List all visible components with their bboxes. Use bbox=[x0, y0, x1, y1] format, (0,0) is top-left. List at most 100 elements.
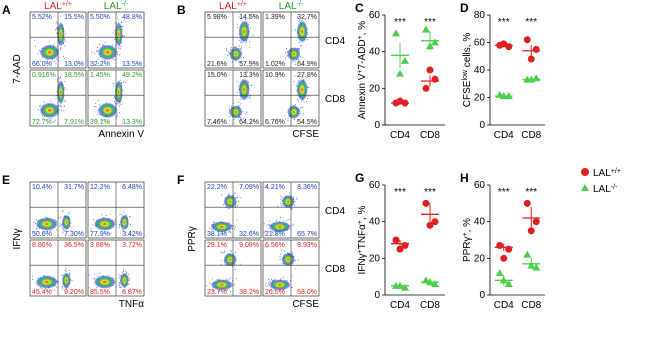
event-dot bbox=[297, 259, 299, 261]
data-point bbox=[500, 254, 508, 262]
event-dot bbox=[64, 81, 66, 83]
event-dot bbox=[102, 119, 104, 121]
y-axis-label-part: , % bbox=[357, 21, 368, 36]
event-dot bbox=[55, 63, 57, 65]
quadrant-percent: 64.2% bbox=[239, 119, 259, 126]
significance: *** bbox=[394, 17, 406, 28]
event-dot bbox=[308, 87, 310, 89]
event-dot bbox=[267, 282, 269, 284]
event-dot bbox=[54, 289, 56, 291]
event-dot bbox=[234, 252, 236, 254]
event-dot bbox=[88, 287, 90, 289]
event-dot bbox=[220, 251, 222, 253]
quadrant-percent: 32.7% bbox=[297, 14, 317, 21]
event-dot bbox=[58, 60, 60, 62]
event-dot bbox=[36, 230, 38, 232]
event-dot bbox=[92, 277, 94, 279]
event-dot bbox=[229, 231, 231, 233]
quadrant-percent: 72.7% bbox=[32, 119, 52, 126]
y-axis-label-part: Annexin V bbox=[357, 73, 368, 119]
event-dot bbox=[284, 115, 286, 117]
event-dot bbox=[240, 48, 242, 50]
event-dot bbox=[62, 211, 64, 213]
data-point bbox=[392, 29, 400, 37]
event-dot bbox=[297, 59, 299, 61]
density-blob bbox=[238, 78, 250, 101]
event-dot bbox=[64, 40, 66, 42]
event-dot bbox=[114, 38, 116, 40]
event-dot bbox=[233, 228, 235, 230]
y-axis-label-part: IFNγ bbox=[357, 253, 368, 274]
density-blob bbox=[287, 105, 301, 119]
data-point bbox=[426, 66, 434, 74]
event-dot bbox=[61, 109, 63, 111]
y-axis-label-sup: + bbox=[357, 69, 364, 73]
event-dot bbox=[123, 211, 125, 213]
data-point bbox=[532, 263, 541, 271]
density-blob bbox=[119, 214, 129, 231]
x-tick-label: CD8 bbox=[521, 300, 541, 311]
event-dot bbox=[64, 45, 66, 47]
event-dot bbox=[285, 57, 287, 59]
density-blob bbox=[93, 275, 117, 289]
event-dot bbox=[300, 45, 302, 47]
event-dot bbox=[305, 77, 307, 79]
event-dot bbox=[225, 290, 227, 292]
event-dot bbox=[97, 49, 99, 51]
quadrant-percent: 48.8% bbox=[122, 14, 142, 21]
event-dot bbox=[56, 26, 58, 28]
quadrant-percent: 27.8% bbox=[297, 72, 317, 79]
event-dot bbox=[302, 106, 304, 108]
data-point bbox=[532, 218, 540, 226]
y-tick-label: 40 bbox=[474, 65, 486, 76]
event-dot bbox=[229, 116, 231, 118]
y-tick-label: 20 bbox=[369, 253, 381, 264]
y-tick-label: 40 bbox=[369, 217, 381, 228]
event-dot bbox=[65, 287, 67, 289]
column-header-sup: +/+ bbox=[62, 1, 72, 8]
event-dot bbox=[54, 121, 56, 123]
event-dot bbox=[43, 101, 45, 103]
event-dot bbox=[60, 274, 62, 276]
event-dot bbox=[281, 263, 283, 265]
density-blob bbox=[268, 221, 291, 233]
event-dot bbox=[298, 42, 300, 44]
event-dot bbox=[61, 106, 63, 108]
event-dot bbox=[299, 78, 301, 80]
event-dot bbox=[286, 55, 288, 57]
event-dot bbox=[69, 273, 71, 275]
data-point bbox=[422, 84, 430, 92]
event-dot bbox=[227, 51, 229, 53]
event-dot bbox=[288, 192, 290, 194]
y-tick-label: 0 bbox=[479, 290, 485, 301]
event-dot bbox=[287, 117, 289, 119]
quadrant-percent: 3.72% bbox=[122, 242, 142, 249]
y-tick-label: 40 bbox=[369, 47, 381, 58]
event-dot bbox=[221, 260, 223, 262]
event-dot bbox=[221, 233, 223, 235]
event-dot bbox=[236, 205, 238, 207]
quadrant-percent: 32.6% bbox=[239, 231, 259, 238]
data-point bbox=[532, 45, 540, 53]
event-dot bbox=[302, 112, 304, 114]
data-point bbox=[527, 227, 535, 235]
quadrant-percent: 10.4% bbox=[32, 184, 52, 191]
event-dot bbox=[237, 60, 239, 62]
event-dot bbox=[279, 253, 281, 255]
column-header-sup: -/- bbox=[122, 1, 129, 8]
event-dot bbox=[225, 48, 227, 50]
event-dot bbox=[233, 119, 235, 121]
event-dot bbox=[118, 47, 120, 49]
event-dot bbox=[125, 271, 127, 273]
event-dot bbox=[117, 19, 119, 21]
event-dot bbox=[93, 219, 95, 221]
event-dot bbox=[59, 104, 61, 106]
density-blob bbox=[210, 279, 233, 291]
quadrant-percent: 31.7% bbox=[64, 184, 84, 191]
column-header-base: LAL bbox=[219, 1, 237, 12]
quadrant-percent: 5.50% bbox=[90, 14, 110, 21]
event-dot bbox=[60, 46, 62, 48]
quadrant-percent: 6.87% bbox=[122, 289, 142, 296]
event-dot bbox=[129, 231, 131, 233]
event-dot bbox=[126, 272, 128, 274]
